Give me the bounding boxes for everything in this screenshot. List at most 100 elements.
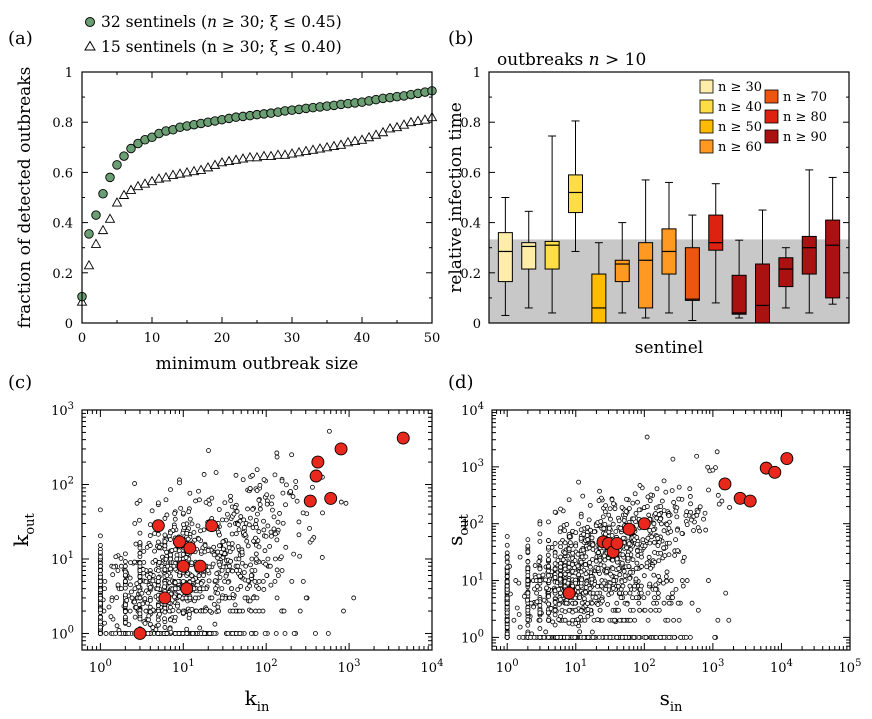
cloud-point [155,531,161,537]
tick-exp: 0 [105,658,111,669]
sentinel-point [303,494,317,508]
cloud-point [599,598,605,604]
cloud-point [241,517,247,523]
cloud-point [634,541,640,547]
tick-exp: 0 [512,658,518,669]
cloud-point [114,623,120,629]
cloud-point [291,551,297,557]
triangle-point [258,150,270,161]
y-tick-label-c: 103 [51,401,74,419]
box-body [801,235,817,275]
triangle-point [391,121,403,132]
cloud-point [513,578,519,583]
cloud-point [174,556,180,562]
cloud-point [656,512,662,517]
cloud-point [171,594,177,600]
cloud-point [235,587,241,592]
cloud-point [585,607,591,612]
cloud-point [175,603,180,609]
cloud-point [147,543,153,548]
label-base: k [245,686,258,710]
box-body [521,242,537,270]
cloud-point [572,600,578,606]
cloud-point [626,541,632,547]
cloud-point [658,504,664,509]
cloud-point [525,597,530,603]
cloud-point [683,634,689,640]
cloud-point [651,572,657,578]
cloud-point [653,607,659,613]
cloud-point [714,449,720,455]
cloud-point [97,574,103,580]
cloud-point [607,506,613,512]
cloud-point [229,586,235,592]
cloud-point [257,506,263,512]
cloud-point [172,586,178,592]
cloud-point [514,605,520,611]
tick-base: 10 [461,631,478,646]
cloud-point [647,498,653,504]
triangle-point [419,114,431,124]
cloud-point [528,600,534,606]
cloud-point [572,558,578,563]
cloud-point [180,510,186,516]
cloud-point [621,568,627,574]
cloud-point [654,486,660,492]
cloud-point [688,517,694,523]
cloud-point [230,568,235,574]
cloud-point [238,514,244,519]
cloud-point [227,522,233,528]
tick-exp: 4 [437,658,443,669]
cloud-point [250,506,256,512]
cloud-point [556,586,562,592]
cloud-point [557,597,563,602]
cloud-point [655,543,661,548]
cloud-point [211,552,217,558]
cloud-point [570,550,576,556]
cloud-point [558,506,563,512]
cloud-point [534,599,540,605]
cloud-point [703,527,709,533]
cloud-point [504,624,510,630]
cloud-point [229,531,235,537]
x-tick-label-c: 103 [338,658,361,676]
cloud-point [653,586,658,592]
cloud-point [197,625,203,631]
cloud-point [215,590,221,596]
cloud-point [626,564,632,569]
cloud-point [147,522,153,528]
cloud-point [272,579,278,584]
cloud-point [567,534,572,539]
cloud-point [102,620,107,626]
cloud-point [578,514,584,520]
cloud-point [661,478,667,484]
cloud-point [234,509,240,514]
cloud-point [632,583,637,589]
cloud-point [715,617,721,623]
cloud-point [664,569,670,575]
cloud-point [97,614,103,620]
cloud-point [566,497,572,503]
tick-base: 10 [51,553,68,568]
cloud-point [254,595,260,601]
cloud-point [537,603,543,608]
cloud-point [137,579,143,584]
sentinel-point [180,582,194,596]
cloud-point [525,590,531,596]
cloud-point [604,569,610,575]
sentinel-point [610,536,624,550]
cloud-point [632,491,638,497]
tick-exp: 0 [478,628,484,639]
cloud-point [133,604,139,610]
cloud-point [225,568,231,573]
cloud-point [283,502,288,508]
cloud-point [576,479,582,485]
box-8 [661,181,677,314]
cloud-point [605,601,611,607]
cloud-point [168,552,173,558]
cloud-point [592,529,597,535]
sentinel-point [133,627,147,640]
cloud-point [695,607,701,613]
cloud-point [201,573,206,578]
cloud-point [697,504,703,510]
